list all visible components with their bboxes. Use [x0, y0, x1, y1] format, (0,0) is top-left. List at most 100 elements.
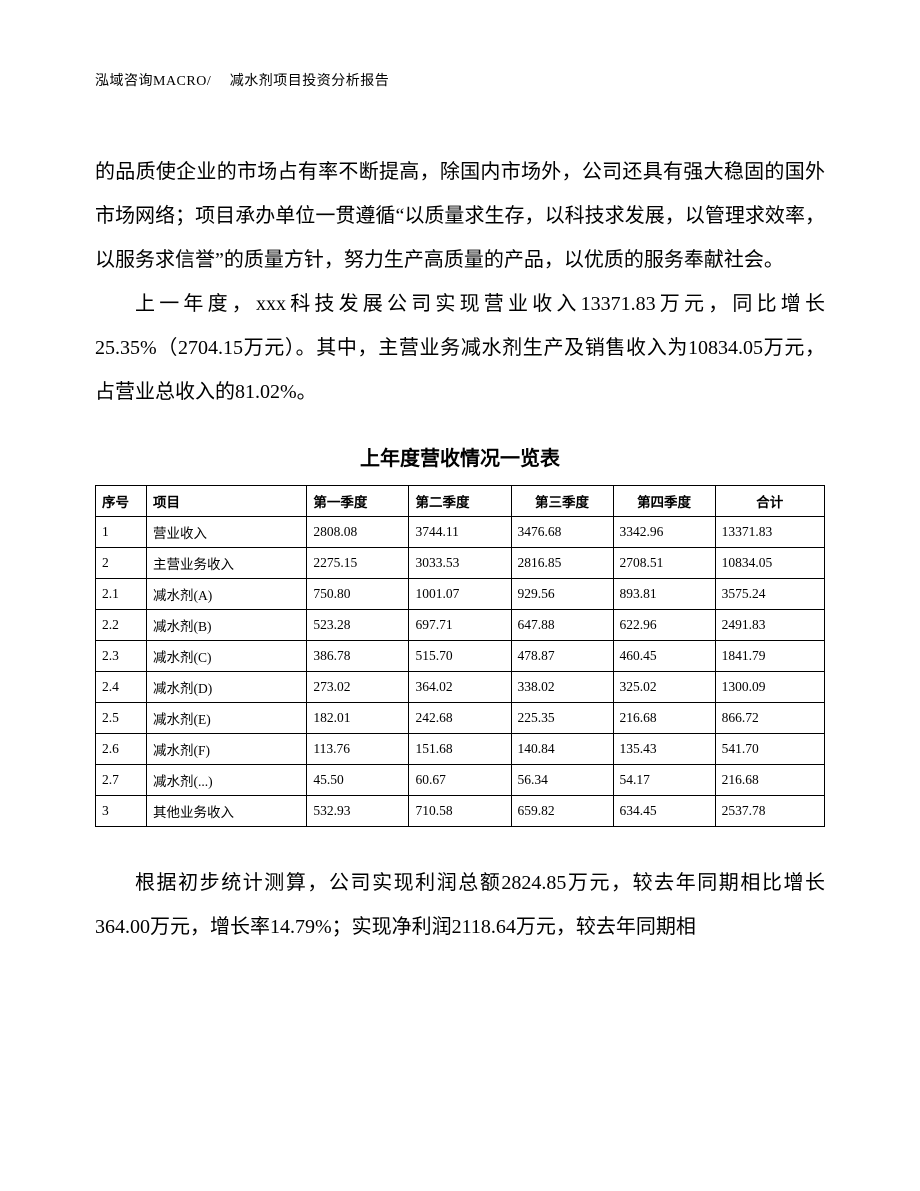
table-cell: 2.1 [96, 579, 147, 610]
table-cell: 338.02 [511, 672, 613, 703]
table-cell: 710.58 [409, 796, 511, 827]
table-cell: 523.28 [307, 610, 409, 641]
table-cell: 45.50 [307, 765, 409, 796]
table-cell: 2537.78 [715, 796, 824, 827]
table-cell: 减水剂(B) [147, 610, 307, 641]
table-cell: 893.81 [613, 579, 715, 610]
table-cell: 减水剂(F) [147, 734, 307, 765]
table-row: 2主营业务收入2275.153033.532816.852708.5110834… [96, 548, 825, 579]
table-cell: 2 [96, 548, 147, 579]
table-row: 2.1减水剂(A)750.801001.07929.56893.813575.2… [96, 579, 825, 610]
table-title: 上年度营收情况一览表 [95, 442, 825, 471]
table-cell: 2275.15 [307, 548, 409, 579]
table-row: 2.6减水剂(F)113.76151.68140.84135.43541.70 [96, 734, 825, 765]
table-cell: 3033.53 [409, 548, 511, 579]
table-header-cell: 第三季度 [511, 486, 613, 517]
table-cell: 13371.83 [715, 517, 824, 548]
table-cell: 3744.11 [409, 517, 511, 548]
table-cell: 325.02 [613, 672, 715, 703]
table-cell: 866.72 [715, 703, 824, 734]
table-cell: 1300.09 [715, 672, 824, 703]
table-cell: 364.02 [409, 672, 511, 703]
table-cell: 2.7 [96, 765, 147, 796]
table-cell: 10834.05 [715, 548, 824, 579]
table-cell: 2808.08 [307, 517, 409, 548]
table-header-cell: 合计 [715, 486, 824, 517]
table-cell: 634.45 [613, 796, 715, 827]
table-header-cell: 第一季度 [307, 486, 409, 517]
table-cell: 386.78 [307, 641, 409, 672]
table-cell: 750.80 [307, 579, 409, 610]
paragraph-2: 上一年度，xxx科技发展公司实现营业收入13371.83万元，同比增长25.35… [95, 282, 825, 414]
table-cell: 697.71 [409, 610, 511, 641]
table-cell: 532.93 [307, 796, 409, 827]
table-cell: 242.68 [409, 703, 511, 734]
table-row: 2.5减水剂(E)182.01242.68225.35216.68866.72 [96, 703, 825, 734]
table-cell: 541.70 [715, 734, 824, 765]
table-cell: 减水剂(E) [147, 703, 307, 734]
header-text: 泓域咨询MACRO/ 减水剂项目投资分析报告 [95, 74, 389, 89]
table-cell: 2816.85 [511, 548, 613, 579]
table-cell: 3342.96 [613, 517, 715, 548]
table-header-cell: 第四季度 [613, 486, 715, 517]
table-row: 2.3减水剂(C)386.78515.70478.87460.451841.79 [96, 641, 825, 672]
table-cell: 其他业务收入 [147, 796, 307, 827]
table-cell: 减水剂(...) [147, 765, 307, 796]
table-body: 1营业收入2808.083744.113476.683342.9613371.8… [96, 517, 825, 827]
table-cell: 2.5 [96, 703, 147, 734]
table-header-row: 序号项目第一季度第二季度第三季度第四季度合计 [96, 486, 825, 517]
paragraph-1: 的品质使企业的市场占有率不断提高，除国内市场外，公司还具有强大稳固的国外市场网络… [95, 150, 825, 282]
table-cell: 151.68 [409, 734, 511, 765]
table-cell: 182.01 [307, 703, 409, 734]
table-cell: 54.17 [613, 765, 715, 796]
table-cell: 478.87 [511, 641, 613, 672]
table-cell: 3575.24 [715, 579, 824, 610]
table-cell: 515.70 [409, 641, 511, 672]
table-cell: 647.88 [511, 610, 613, 641]
table-cell: 135.43 [613, 734, 715, 765]
table-cell: 3476.68 [511, 517, 613, 548]
document-page: 泓域咨询MACRO/ 减水剂项目投资分析报告 的品质使企业的市场占有率不断提高，… [0, 0, 920, 1191]
revenue-table: 序号项目第一季度第二季度第三季度第四季度合计 1营业收入2808.083744.… [95, 485, 825, 827]
table-header-cell: 项目 [147, 486, 307, 517]
table-cell: 2.4 [96, 672, 147, 703]
table-header-cell: 序号 [96, 486, 147, 517]
table-cell: 60.67 [409, 765, 511, 796]
table-cell: 减水剂(D) [147, 672, 307, 703]
body-text-block-1: 的品质使企业的市场占有率不断提高，除国内市场外，公司还具有强大稳固的国外市场网络… [95, 150, 825, 414]
table-cell: 460.45 [613, 641, 715, 672]
paragraph-3: 根据初步统计测算，公司实现利润总额2824.85万元，较去年同期相比增长364.… [95, 861, 825, 949]
table-cell: 659.82 [511, 796, 613, 827]
table-cell: 2708.51 [613, 548, 715, 579]
table-cell: 1001.07 [409, 579, 511, 610]
table-cell: 1841.79 [715, 641, 824, 672]
table-row: 3其他业务收入532.93710.58659.82634.452537.78 [96, 796, 825, 827]
table-row: 2.2减水剂(B)523.28697.71647.88622.962491.83 [96, 610, 825, 641]
table-cell: 减水剂(C) [147, 641, 307, 672]
table-cell: 216.68 [613, 703, 715, 734]
table-cell: 56.34 [511, 765, 613, 796]
table-cell: 273.02 [307, 672, 409, 703]
table-cell: 减水剂(A) [147, 579, 307, 610]
table-cell: 140.84 [511, 734, 613, 765]
body-text-block-2: 根据初步统计测算，公司实现利润总额2824.85万元，较去年同期相比增长364.… [95, 861, 825, 949]
table-cell: 2.2 [96, 610, 147, 641]
table-cell: 622.96 [613, 610, 715, 641]
table-cell: 929.56 [511, 579, 613, 610]
table-cell: 2.3 [96, 641, 147, 672]
table-cell: 3 [96, 796, 147, 827]
table-row: 1营业收入2808.083744.113476.683342.9613371.8… [96, 517, 825, 548]
table-head: 序号项目第一季度第二季度第三季度第四季度合计 [96, 486, 825, 517]
table-cell: 2491.83 [715, 610, 824, 641]
table-header-cell: 第二季度 [409, 486, 511, 517]
table-cell: 225.35 [511, 703, 613, 734]
table-row: 2.7减水剂(...)45.5060.6756.3454.17216.68 [96, 765, 825, 796]
table-cell: 1 [96, 517, 147, 548]
table-cell: 113.76 [307, 734, 409, 765]
page-header: 泓域咨询MACRO/ 减水剂项目投资分析报告 [95, 70, 825, 90]
table-cell: 营业收入 [147, 517, 307, 548]
table-row: 2.4减水剂(D)273.02364.02338.02325.021300.09 [96, 672, 825, 703]
table-cell: 2.6 [96, 734, 147, 765]
table-cell: 主营业务收入 [147, 548, 307, 579]
table-cell: 216.68 [715, 765, 824, 796]
